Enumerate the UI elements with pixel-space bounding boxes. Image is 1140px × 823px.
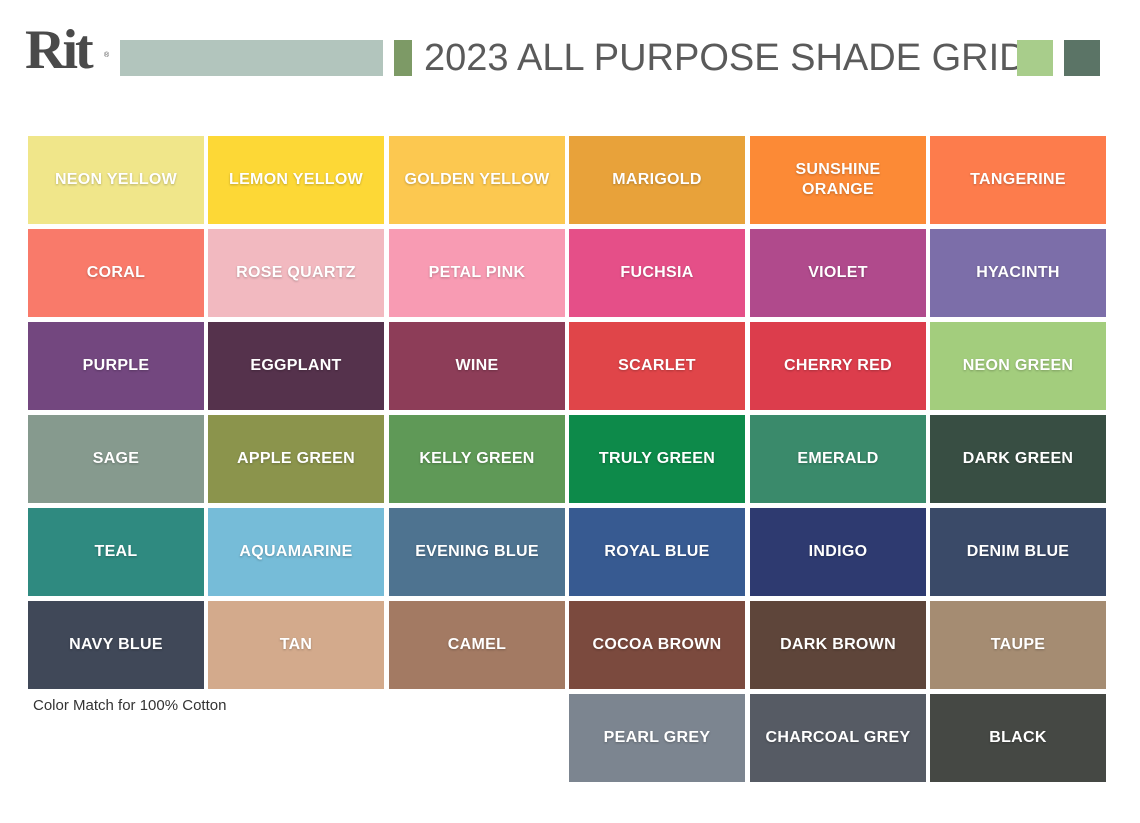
swatch-label: PETAL PINK	[428, 264, 526, 281]
color-swatch: APPLE GREEN	[208, 415, 384, 503]
color-swatch: GOLDEN YELLOW	[389, 136, 565, 224]
swatch-label: CORAL	[86, 264, 146, 281]
swatch-label: ROSE QUARTZ	[236, 264, 356, 281]
cotton-note: Color Match for 100% Cotton	[33, 697, 227, 714]
registered-mark: ®	[104, 52, 110, 59]
color-swatch: ROYAL BLUE	[569, 508, 745, 596]
swatch-label: KELLY GREEN	[419, 450, 535, 467]
shade-grid: NEON YELLOW LEMON YELLOW GOLDEN YELLOW MARI…	[28, 136, 1106, 783]
swatch-label: APPLE GREEN	[237, 450, 355, 467]
swatch-label: DENIM BLUE	[966, 543, 1070, 560]
color-swatch: DARK BROWN	[750, 601, 926, 689]
rit-logo: Rit	[25, 19, 94, 81]
swatch-label: LEMON YELLOW	[229, 171, 363, 188]
swatch-label: TEAL	[94, 543, 138, 560]
swatch-label: SUNSHINE ORANGE	[795, 161, 881, 198]
color-swatch: ROSE QUARTZ	[208, 229, 384, 317]
swatch-label: DARK GREEN	[962, 450, 1074, 467]
swatch-label: NAVY BLUE	[69, 636, 163, 653]
swatch-label: FUCHSIA	[620, 264, 694, 281]
color-swatch: KELLY GREEN	[389, 415, 565, 503]
swatch-label: TRULY GREEN	[598, 450, 716, 467]
color-swatch: AQUAMARINE	[208, 508, 384, 596]
swatch-label: PURPLE	[82, 357, 150, 374]
swatch-label: SAGE	[92, 450, 140, 467]
color-swatch: NAVY BLUE	[28, 601, 204, 689]
swatch-label: ROYAL BLUE	[604, 543, 710, 560]
swatch-label: CHARCOAL GREY	[765, 729, 911, 746]
swatch-label: EMERALD	[797, 450, 879, 467]
swatch-label: EVENING BLUE	[415, 543, 539, 560]
color-swatch: TRULY GREEN	[569, 415, 745, 503]
header-accent-bar	[120, 40, 383, 76]
swatch-label: CAMEL	[447, 636, 507, 653]
color-swatch: MARIGOLD	[569, 136, 745, 224]
color-swatch: EGGPLANT	[208, 322, 384, 410]
color-swatch: SCARLET	[569, 322, 745, 410]
color-swatch: COCOA BROWN	[569, 601, 745, 689]
color-swatch: SAGE	[28, 415, 204, 503]
color-swatch: DARK GREEN	[930, 415, 1106, 503]
page-title: 2023 ALL PURPOSE SHADE GRID	[424, 37, 1027, 79]
swatch-label: NEON YELLOW	[54, 171, 178, 188]
color-swatch: VIOLET	[750, 229, 926, 317]
color-swatch: INDIGO	[750, 508, 926, 596]
color-swatch: TAUPE	[930, 601, 1106, 689]
swatch-label: CHERRY RED	[784, 357, 892, 374]
color-swatch: HYACINTH	[930, 229, 1106, 317]
color-swatch: PETAL PINK	[389, 229, 565, 317]
color-swatch: TAN	[208, 601, 384, 689]
swatch-label: BLACK	[989, 729, 1047, 746]
swatch-label: VIOLET	[808, 264, 868, 281]
swatch-label: HYACINTH	[976, 264, 1060, 281]
swatch-label: DARK BROWN	[780, 636, 896, 653]
color-swatch: NEON GREEN	[930, 322, 1106, 410]
header-light-square	[1017, 40, 1053, 76]
color-swatch: EMERALD	[750, 415, 926, 503]
swatch-label: COCOA BROWN	[592, 636, 722, 653]
color-swatch: LEMON YELLOW	[208, 136, 384, 224]
color-swatch: WINE	[389, 322, 565, 410]
swatch-label: WINE	[455, 357, 499, 374]
swatch-label: MARIGOLD	[612, 171, 702, 188]
color-swatch: DENIM BLUE	[930, 508, 1106, 596]
color-swatch: BLACK	[930, 694, 1106, 782]
swatch-label: INDIGO	[808, 543, 868, 560]
color-swatch: CORAL	[28, 229, 204, 317]
color-swatch: EVENING BLUE	[389, 508, 565, 596]
color-swatch: CAMEL	[389, 601, 565, 689]
color-swatch: FUCHSIA	[569, 229, 745, 317]
color-swatch: NEON YELLOW	[28, 136, 204, 224]
swatch-label: SCARLET	[618, 357, 696, 374]
color-swatch: TEAL	[28, 508, 204, 596]
swatch-label: AQUAMARINE	[239, 543, 353, 560]
header-accent-tick	[394, 40, 412, 76]
swatch-label: TAN	[279, 636, 313, 653]
color-swatch: CHARCOAL GREY	[750, 694, 926, 782]
swatch-label: NEON GREEN	[962, 357, 1074, 374]
swatch-label: GOLDEN YELLOW	[404, 171, 550, 188]
color-swatch: TANGERINE	[930, 136, 1106, 224]
header-dark-square	[1064, 40, 1100, 76]
color-swatch: PURPLE	[28, 322, 204, 410]
color-swatch: SUNSHINE ORANGE	[750, 136, 926, 224]
swatch-label: PEARL GREY	[603, 729, 711, 746]
color-swatch: CHERRY RED	[750, 322, 926, 410]
swatch-label: EGGPLANT	[250, 357, 342, 374]
swatch-label: TANGERINE	[970, 171, 1066, 188]
color-swatch: PEARL GREY	[569, 694, 745, 782]
swatch-label: TAUPE	[990, 636, 1046, 653]
